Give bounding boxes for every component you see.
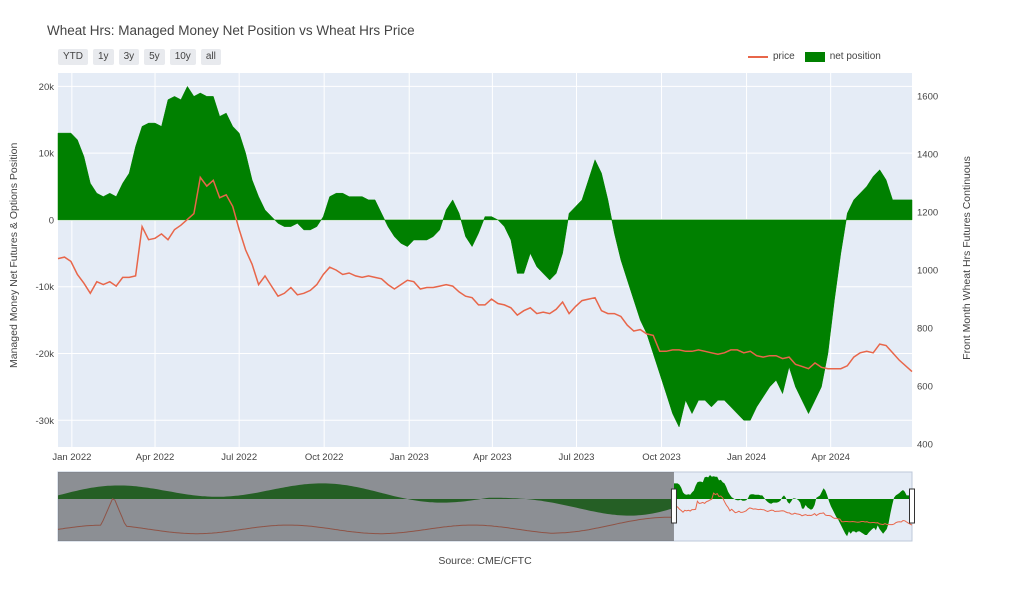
x-tick-label: Jul 2022 xyxy=(221,452,257,463)
source-note: Source: CME/CFTC xyxy=(438,555,532,567)
legend-net-label[interactable]: net position xyxy=(829,51,881,62)
y-left-tick-label: -30k xyxy=(36,416,55,427)
range-button-all[interactable]: all xyxy=(200,49,221,65)
y-left-tick-label: -20k xyxy=(36,349,55,360)
main-plot: Jan 2022 Apr 2022 Jul 2022 Oct 2022 Jan 2023… xyxy=(36,73,938,463)
range-selector: YTD 1y 3y 5y 10y all xyxy=(58,49,221,65)
net-position-area xyxy=(57,85,913,428)
y-left-tick-label: 0 xyxy=(49,215,54,226)
range-button-1y[interactable]: 1y xyxy=(93,49,114,65)
y-right-tick-label: 800 xyxy=(917,324,933,335)
y-right-tick-label: 600 xyxy=(917,382,933,393)
y-left-tick-label: 20k xyxy=(39,82,55,93)
chart-title: Wheat Hrs: Managed Money Net Position vs… xyxy=(47,23,415,38)
x-tick-label: Apr 2023 xyxy=(473,452,512,463)
y-left-tick-label: 10k xyxy=(39,149,55,160)
legend-net-swatch[interactable] xyxy=(804,51,825,62)
legend-price-label[interactable]: price xyxy=(773,51,795,62)
y-right-tick-label: 1400 xyxy=(917,150,938,161)
x-tick-label: Apr 2024 xyxy=(811,452,850,463)
slider-handle[interactable] xyxy=(909,488,915,524)
x-tick-label: Apr 2022 xyxy=(136,452,175,463)
x-tick-label: Jan 2024 xyxy=(727,452,766,463)
slider-mask xyxy=(58,472,674,541)
legend: price net position xyxy=(748,51,881,62)
legend-price-swatch[interactable] xyxy=(748,55,768,58)
x-tick-label: Jan 2023 xyxy=(390,452,429,463)
range-button-3y[interactable]: 3y xyxy=(118,49,140,65)
range-button-10y[interactable]: 10y xyxy=(169,49,196,65)
slider-handle[interactable] xyxy=(670,488,677,524)
y-right-tick-label: 1200 xyxy=(917,208,938,219)
x-tick-label: Oct 2023 xyxy=(642,452,681,463)
range-slider[interactable] xyxy=(57,471,915,542)
y-left-tick-label: -10k xyxy=(36,282,55,293)
x-tick-label: Oct 2022 xyxy=(305,452,344,463)
y-right-tick-label: 400 xyxy=(917,440,933,451)
range-button-ytd[interactable]: YTD xyxy=(58,49,88,65)
x-tick-label: Jul 2023 xyxy=(559,452,595,463)
price-line xyxy=(57,175,913,373)
x-tick-label: Jan 2022 xyxy=(52,452,91,463)
y-right-tick-label: 1000 xyxy=(917,266,938,277)
y-right-tick-label: 1600 xyxy=(917,92,938,103)
range-button-5y[interactable]: 5y xyxy=(144,49,165,65)
